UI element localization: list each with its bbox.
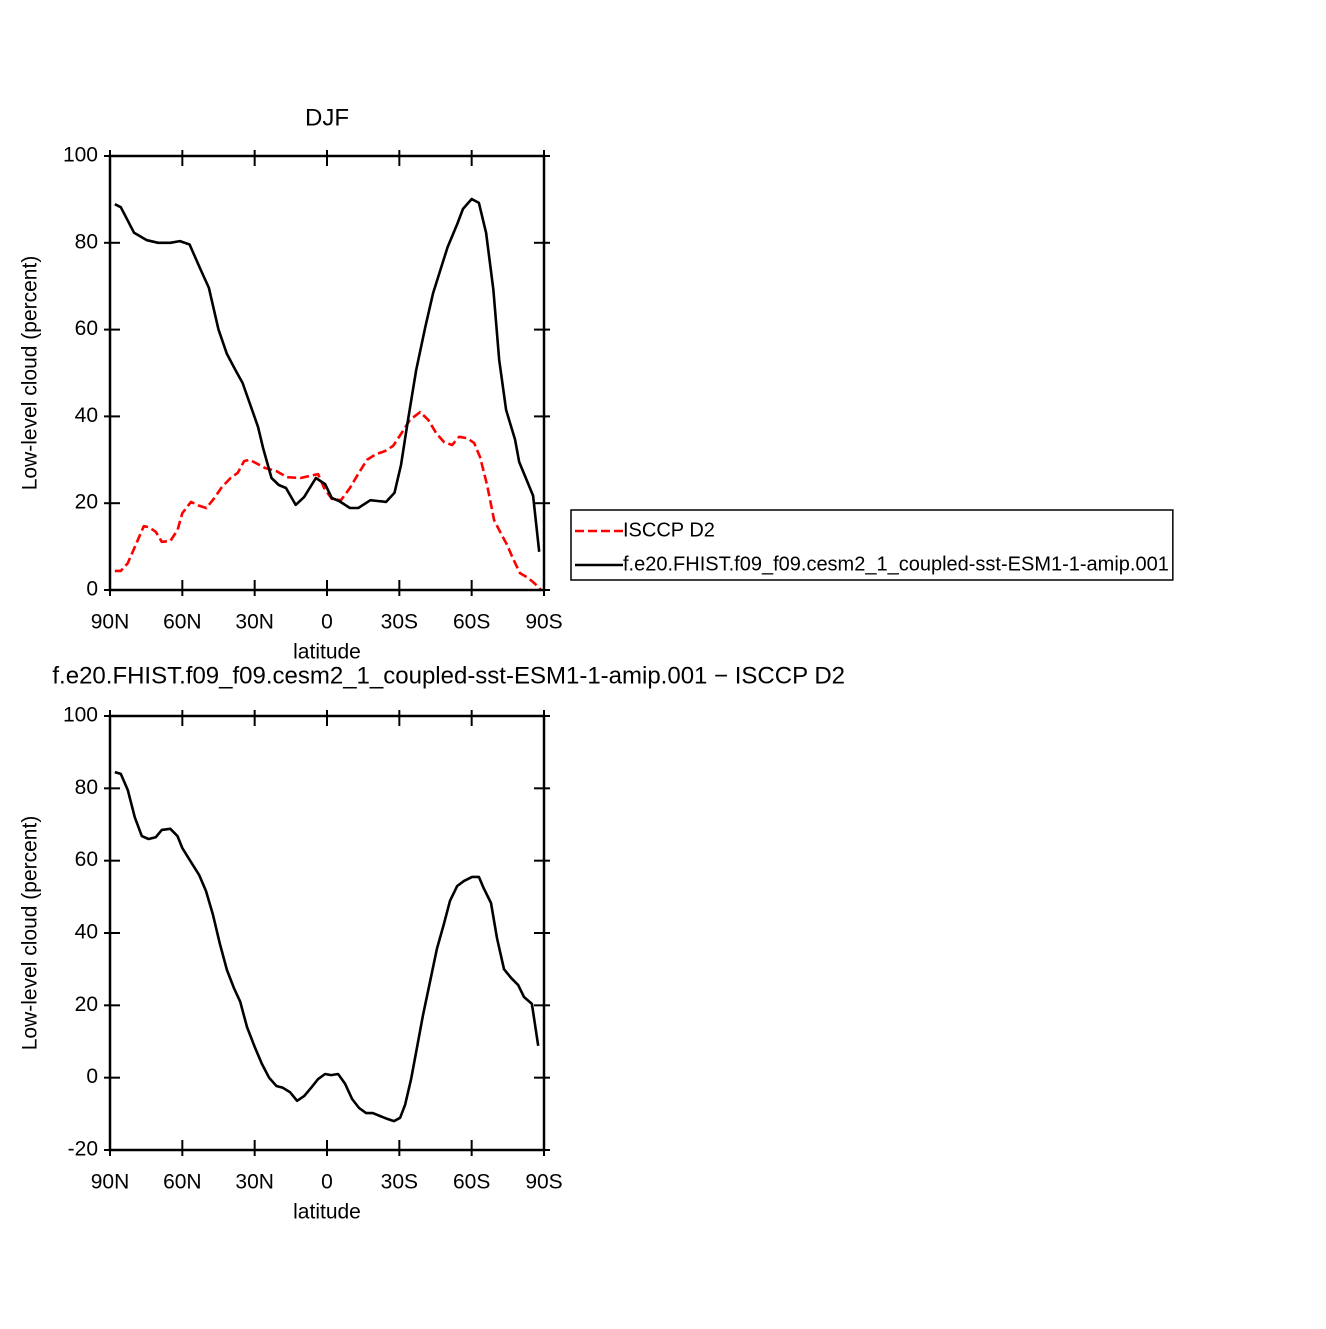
y-axis-label: Low-level cloud (percent) [19, 816, 42, 1051]
legend: ISCCP D2 f.e20.FHIST.f09_f09.cesm2_1_coup… [570, 509, 1174, 581]
legend-label: ISCCP D2 [623, 519, 715, 541]
series-line [114, 770, 540, 1123]
x-tick-label: 30S [381, 611, 418, 634]
y-tick-label: 0 [86, 1065, 98, 1088]
y-tick-label: -20 [68, 1138, 98, 1161]
x-tick-label: 90N [91, 1171, 130, 1194]
x-axis-label: latitude [293, 1201, 361, 1224]
x-tick-label: 90S [525, 1171, 562, 1194]
y-tick-label: 60 [75, 317, 98, 340]
x-tick-label: 0 [321, 1171, 333, 1194]
x-tick-label: 60S [453, 1171, 490, 1194]
x-axis-label: latitude [293, 641, 361, 664]
y-tick-label: 80 [75, 230, 98, 253]
x-tick-label: 30S [381, 1171, 418, 1194]
x-tick-label: 60N [163, 1171, 202, 1194]
y-tick-label: 20 [75, 491, 98, 514]
x-tick-label: 0 [321, 611, 333, 634]
y-tick-label: 40 [75, 404, 98, 427]
chart-title: DJF [305, 104, 349, 131]
x-tick-label: 60N [163, 611, 202, 634]
legend-box [570, 509, 1174, 581]
y-tick-label: 100 [63, 704, 98, 727]
y-axis-label: Low-level cloud (percent) [19, 256, 42, 491]
y-tick-label: 80 [75, 776, 98, 799]
y-tick-label: 40 [75, 921, 98, 944]
x-tick-label: 60S [453, 611, 490, 634]
x-tick-label: 90N [91, 611, 130, 634]
plot-frame [108, 154, 546, 592]
y-tick-label: 100 [63, 144, 98, 167]
legend-label: f.e20.FHIST.f09_f09.cesm2_1_coupled-sst-… [623, 553, 1169, 575]
x-tick-label: 30N [235, 611, 274, 634]
series-line [114, 197, 541, 552]
series-line [114, 410, 543, 591]
y-tick-label: 0 [86, 578, 98, 601]
y-tick-label: 20 [75, 993, 98, 1016]
chart-title: f.e20.FHIST.f09_f09.cesm2_1_coupled-sst-… [52, 662, 845, 689]
x-tick-label: 30N [235, 1171, 274, 1194]
plot-frame [108, 714, 546, 1152]
x-tick-label: 90S [525, 611, 562, 634]
y-tick-label: 60 [75, 848, 98, 871]
